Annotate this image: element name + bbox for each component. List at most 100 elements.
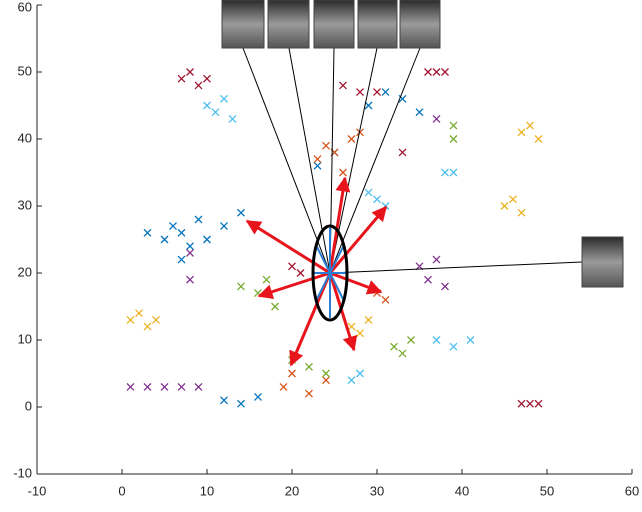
point <box>509 195 517 204</box>
point <box>526 121 534 130</box>
point <box>186 275 194 284</box>
point <box>356 369 364 378</box>
point <box>322 376 330 385</box>
point <box>322 369 330 378</box>
point <box>347 322 356 331</box>
point <box>271 302 279 311</box>
point <box>126 315 135 324</box>
annotations <box>221 0 624 367</box>
point <box>152 315 160 324</box>
y-tick-label: 0 <box>25 398 32 413</box>
x-tick-label: 20 <box>285 483 299 498</box>
point <box>398 349 407 358</box>
point <box>517 208 526 217</box>
point <box>526 399 534 408</box>
point <box>194 382 203 391</box>
x-tick-label: -10 <box>28 483 47 498</box>
point <box>534 399 543 408</box>
point <box>194 215 203 224</box>
y-tick-label: -10 <box>13 465 32 480</box>
point <box>220 396 228 405</box>
point <box>143 228 152 237</box>
point <box>160 382 169 391</box>
point <box>381 88 390 97</box>
point <box>381 295 390 304</box>
point <box>322 141 330 150</box>
point <box>228 114 237 123</box>
point <box>356 88 364 97</box>
x-tick-label: 0 <box>118 483 125 498</box>
y-tick-label: 50 <box>18 63 32 78</box>
point <box>339 81 347 90</box>
point <box>407 336 415 344</box>
point <box>449 121 458 130</box>
point <box>313 155 322 164</box>
point <box>500 202 509 210</box>
x-tick-label: 50 <box>540 483 554 498</box>
y-tick-label: 20 <box>18 264 32 279</box>
point <box>347 135 356 143</box>
point <box>177 382 186 391</box>
point <box>466 336 475 344</box>
x-tick-label: 30 <box>370 483 384 498</box>
point <box>237 208 245 217</box>
x-tick-label: 10 <box>200 483 214 498</box>
point <box>517 128 526 137</box>
point <box>143 382 152 391</box>
point <box>186 68 194 76</box>
point <box>288 262 296 271</box>
point <box>177 228 186 237</box>
point <box>220 94 228 103</box>
point <box>169 222 177 231</box>
point <box>254 392 262 401</box>
point <box>441 68 449 76</box>
point <box>347 376 356 385</box>
point <box>203 101 211 110</box>
point <box>143 322 152 331</box>
point <box>373 195 381 204</box>
point <box>364 188 373 197</box>
point <box>441 168 449 177</box>
point <box>262 275 271 284</box>
point <box>373 88 381 97</box>
point <box>356 329 364 338</box>
point <box>432 68 441 76</box>
y-tick-label: 60 <box>18 0 32 14</box>
point <box>279 382 288 391</box>
x-tick-label: 60 <box>625 483 639 498</box>
point <box>534 135 543 143</box>
point <box>194 81 203 90</box>
point <box>186 248 194 257</box>
point <box>432 114 441 123</box>
y-tick-label: 10 <box>18 331 32 346</box>
point <box>126 382 135 391</box>
point <box>220 222 228 231</box>
point <box>177 255 186 264</box>
point <box>356 128 364 137</box>
point <box>203 74 211 83</box>
point <box>424 68 432 76</box>
point <box>160 235 169 244</box>
point <box>186 242 194 251</box>
point <box>203 235 211 244</box>
point <box>449 342 458 351</box>
point <box>398 148 407 157</box>
point <box>135 309 143 318</box>
point <box>177 74 186 83</box>
point <box>339 168 347 177</box>
point <box>364 315 373 324</box>
point <box>211 108 220 117</box>
y-tick-label: 40 <box>18 130 32 145</box>
point <box>237 399 245 408</box>
point <box>364 101 373 110</box>
point <box>449 168 458 177</box>
point <box>390 342 398 351</box>
point <box>305 389 313 398</box>
point <box>432 255 441 264</box>
point <box>296 269 305 277</box>
point <box>237 282 245 291</box>
point <box>517 399 526 408</box>
x-tick-label: 40 <box>455 483 469 498</box>
point <box>313 161 322 170</box>
